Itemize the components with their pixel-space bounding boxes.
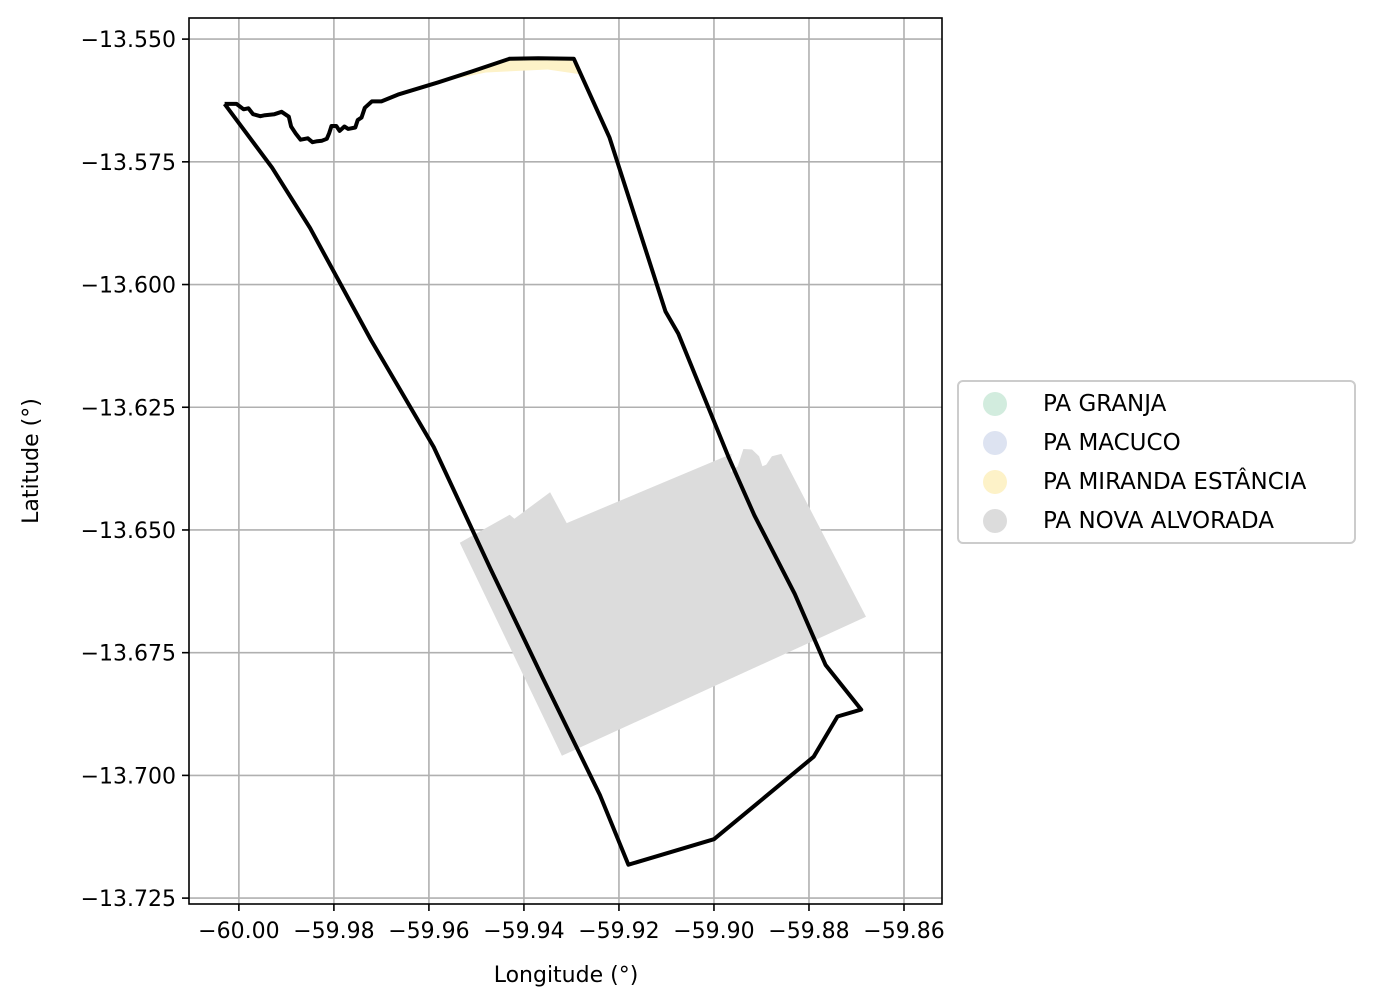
y-tick-label: −13.575 [81, 151, 176, 176]
legend-marker-pa-granja [983, 392, 1007, 416]
legend-label-pa-nova-alvorada: PA NOVA ALVORADA [1043, 508, 1274, 534]
grid-lines [189, 18, 942, 904]
y-tick-label: −13.725 [81, 887, 176, 912]
region-pa-nova-alvorada [459, 449, 866, 756]
x-axis-label: Longitude (°) [494, 963, 639, 988]
y-tick-label: −13.700 [81, 764, 176, 789]
y-tick-label: −13.625 [81, 396, 176, 421]
x-tick-label: −59.96 [388, 919, 469, 944]
y-tick-label: −13.550 [81, 28, 176, 53]
axis-ticks: −60.00 −59.98 −59.96 −59.94 −59.92 −59.90 −59.… [81, 28, 945, 944]
legend-marker-pa-miranda-estancia [983, 470, 1007, 494]
legend-label-pa-miranda-estancia: PA MIRANDA ESTÂNCIA [1043, 469, 1307, 495]
x-tick-label: −59.94 [483, 919, 564, 944]
legend-label-pa-macuco: PA MACUCO [1043, 430, 1181, 456]
y-tick-label: −13.600 [81, 274, 176, 299]
x-tick-label: −59.98 [293, 919, 374, 944]
x-tick-label: −59.92 [578, 919, 659, 944]
study-area-boundary [222, 56, 864, 867]
axes-frame [188, 17, 943, 905]
legend-marker-pa-nova-alvorada [983, 509, 1007, 533]
y-tick-label: −13.650 [81, 519, 176, 544]
y-axis-label: Latitude (°) [19, 398, 44, 524]
boundary-layer [222, 56, 864, 867]
region-polygons [438, 58, 866, 756]
x-tick-label: −59.90 [673, 919, 754, 944]
x-tick-label: −59.86 [863, 919, 944, 944]
y-tick-label: −13.675 [81, 642, 176, 667]
x-tick-label: −60.00 [198, 919, 279, 944]
x-tick-label: −59.88 [768, 919, 849, 944]
region-pa-miranda-estancia [438, 58, 581, 83]
legend-marker-pa-macuco [983, 431, 1007, 455]
legend-label-pa-granja: PA GRANJA [1043, 391, 1167, 417]
legend: PA GRANJA PA MACUCO PA MIRANDA ESTÂNCIA … [957, 380, 1356, 544]
